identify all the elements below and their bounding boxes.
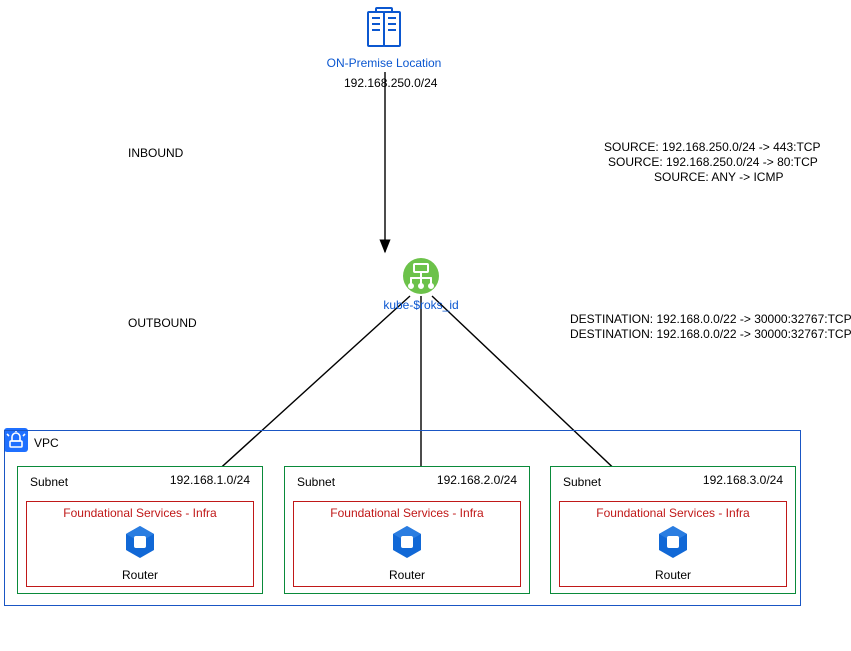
subnet-1-fs-title: Foundational Services - Infra xyxy=(27,506,253,520)
subnet-3-fs-title: Foundational Services - Infra xyxy=(560,506,786,520)
router-icon-3 xyxy=(655,524,691,560)
router-icon-1 xyxy=(122,524,158,560)
outbound-rule-1: DESTINATION: 192.168.0.0/22 -> 30000:327… xyxy=(570,312,851,326)
vpc-label: VPC xyxy=(34,436,59,450)
router-icon-2 xyxy=(389,524,425,560)
subnet-1-cidr: 192.168.1.0/24 xyxy=(170,473,250,487)
subnet-3: Subnet 192.168.3.0/24 Foundational Servi… xyxy=(550,466,796,594)
inbound-label: INBOUND xyxy=(128,146,183,160)
onprem-icon xyxy=(356,6,412,52)
subnet-1-title: Subnet xyxy=(30,475,68,489)
inbound-rule-1: SOURCE: 192.168.250.0/24 -> 443:TCP xyxy=(604,140,820,154)
subnet-3-cidr: 192.168.3.0/24 xyxy=(703,473,783,487)
subnet-1-fs: Foundational Services - Infra Router xyxy=(26,501,254,587)
inbound-rule-2: SOURCE: 192.168.250.0/24 -> 80:TCP xyxy=(608,155,818,169)
subnet-2-router-label: Router xyxy=(294,568,520,582)
subnet-2-fs-title: Foundational Services - Infra xyxy=(294,506,520,520)
subnet-2: Subnet 192.168.2.0/24 Foundational Servi… xyxy=(284,466,530,594)
lb-label: kube-$roks_id xyxy=(321,298,521,312)
subnet-2-fs: Foundational Services - Infra Router xyxy=(293,501,521,587)
subnet-1: Subnet 192.168.1.0/24 Foundational Servi… xyxy=(17,466,263,594)
subnet-1-router-label: Router xyxy=(27,568,253,582)
onprem-cidr: 192.168.250.0/24 xyxy=(344,76,437,90)
inbound-rule-3: SOURCE: ANY -> ICMP xyxy=(654,170,783,184)
subnet-2-cidr: 192.168.2.0/24 xyxy=(437,473,517,487)
subnet-3-router-label: Router xyxy=(560,568,786,582)
lb-icon xyxy=(403,258,439,294)
subnet-2-title: Subnet xyxy=(297,475,335,489)
subnet-3-title: Subnet xyxy=(563,475,601,489)
subnet-3-fs: Foundational Services - Infra Router xyxy=(559,501,787,587)
onprem-label: ON-Premise Location xyxy=(284,56,484,70)
outbound-rule-2: DESTINATION: 192.168.0.0/22 -> 30000:327… xyxy=(570,327,851,341)
outbound-label: OUTBOUND xyxy=(128,316,197,330)
